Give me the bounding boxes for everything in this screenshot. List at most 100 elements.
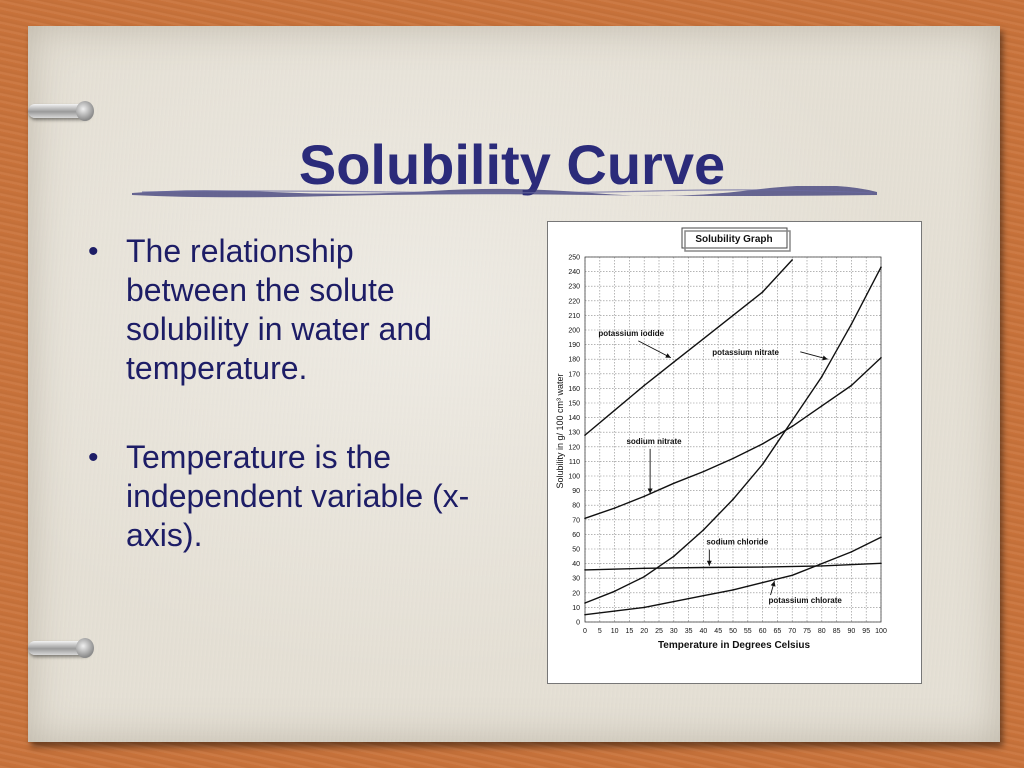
data-point-potassium-iodide [732,314,734,317]
data-point-potassium-iodide [613,409,616,412]
data-point-potassium-iodide [791,259,793,261]
data-point-sodium-chloride [643,567,645,570]
data-point-sodium-chloride [880,562,882,565]
data-point-sodium-nitrate [850,384,853,387]
data-point-potassium-chlorate [821,562,823,565]
data-point-sodium-nitrate [613,507,616,509]
y-tick-label: 180 [568,357,580,364]
annotation-arrowhead-potassium-chlorate [770,581,776,587]
y-tick-label: 250 [568,255,580,262]
y-tick-label: 100 [568,474,580,481]
data-point-potassium-iodide [673,361,675,363]
binder-ring-top [28,101,94,121]
x-tick-label: 100 [875,628,887,635]
data-point-sodium-chloride [702,566,705,569]
bullet-item: • Temperature is the independent variabl… [82,438,482,555]
y-tick-label: 240 [568,269,580,276]
data-point-potassium-nitrate [732,498,734,501]
y-tick-label: 60 [572,532,580,539]
chart-title-box [681,227,788,249]
data-point-potassium-nitrate [673,555,675,558]
annotation-potassium-chlorate: potassium chlorate [769,596,843,605]
data-point-potassium-nitrate [791,419,793,422]
y-tick-label: 230 [568,284,580,291]
annotation-arrow-potassium-iodide [638,340,672,359]
y-tick-label: 120 [568,444,580,451]
x-axis-label: Temperature in Degrees Celsius [658,640,811,651]
data-point-potassium-chlorate [732,589,734,591]
data-point-potassium-nitrate [702,529,705,531]
data-point-sodium-nitrate [702,470,705,473]
y-tick-label: 140 [568,415,580,422]
annotation-sodium-nitrate: sodium nitrate [626,437,682,446]
title-underline [132,186,877,198]
data-point-potassium-chlorate [613,610,616,612]
y-tick-label: 50 [572,547,580,554]
data-point-potassium-nitrate [821,375,823,378]
bullet-dot-icon: • [88,235,99,268]
series-line-sodium-chloride [584,562,882,571]
data-point-potassium-chlorate [702,594,705,597]
data-point-potassium-iodide [643,384,645,387]
y-tick-label: 110 [569,459,580,466]
x-tick-label: 5 [598,628,602,635]
x-tick-label: 70 [788,628,796,635]
y-tick-label: 80 [572,503,580,510]
binder-ring-bottom [28,638,94,658]
x-tick-label: 40 [700,628,708,635]
annotation-sodium-chloride: sodium chloride [706,538,768,547]
y-tick-label: 130 [568,430,580,437]
data-point-potassium-chlorate [584,613,586,616]
y-tick-label: 200 [568,328,580,335]
annotation-arrowhead-potassium-nitrate [822,355,828,361]
data-point-sodium-nitrate [673,482,675,485]
y-axis-label: Solubility in g/ 100 cm³ water [555,373,565,488]
annotation-potassium-iodide: potassium iodide [598,329,664,338]
plot-border [584,256,882,623]
data-point-sodium-nitrate [821,405,823,407]
x-tick-label: 60 [759,628,767,635]
x-tick-label: 80 [818,628,826,635]
bullet-list: • The relationship between the solute so… [82,232,482,605]
data-point-sodium-chloride [584,569,586,571]
bullet-text: Temperature is the independent variable … [126,439,470,553]
data-point-sodium-chloride [761,566,764,568]
data-point-potassium-chlorate [791,574,793,577]
x-tick-label: 90 [848,628,856,635]
data-point-potassium-nitrate [643,575,645,578]
chart-title: Solubility Graph [695,234,772,245]
data-point-sodium-chloride [821,565,823,567]
annotation-arrowhead-sodium-chloride [706,560,712,566]
series-line-potassium-iodide [584,259,793,436]
chart-svg: 0102030405060708090100110120130140150160… [555,227,887,651]
data-point-potassium-nitrate [584,602,586,604]
x-tick-label: 15 [626,628,634,635]
x-tick-label: 85 [833,628,841,635]
y-tick-label: 0 [576,620,580,627]
data-point-potassium-nitrate [880,266,882,269]
data-point-sodium-nitrate [791,425,793,428]
y-tick-label: 20 [572,590,580,597]
data-point-potassium-chlorate [673,600,675,603]
annotation-potassium-nitrate: potassium nitrate [712,348,779,357]
y-tick-label: 90 [572,488,580,495]
x-tick-label: 10 [611,628,619,635]
y-tick-label: 150 [568,401,580,408]
data-point-potassium-chlorate [880,536,882,539]
data-point-sodium-nitrate [643,495,645,498]
data-point-sodium-nitrate [732,457,734,460]
x-tick-label: 35 [685,628,693,635]
x-tick-label: 45 [714,628,722,635]
bullet-text: The relationship between the solute solu… [126,233,432,386]
chart-title-box-shadow [684,230,791,252]
y-tick-label: 160 [568,386,580,393]
x-tick-label: 0 [583,628,587,635]
solubility-chart: 0 10 20 30 40 50 60 70 80 90 100 110 120 130 140 150 160… [547,221,922,684]
y-tick-label: 30 [572,576,580,583]
annotation-arrowhead-potassium-iodide [665,353,671,358]
y-tick-label: 210 [568,313,580,320]
x-tick-label: 25 [655,628,663,635]
data-point-potassium-iodide [702,337,705,340]
x-tick-label: 30 [670,628,678,635]
slide-title: Solubility Curve [298,133,726,196]
